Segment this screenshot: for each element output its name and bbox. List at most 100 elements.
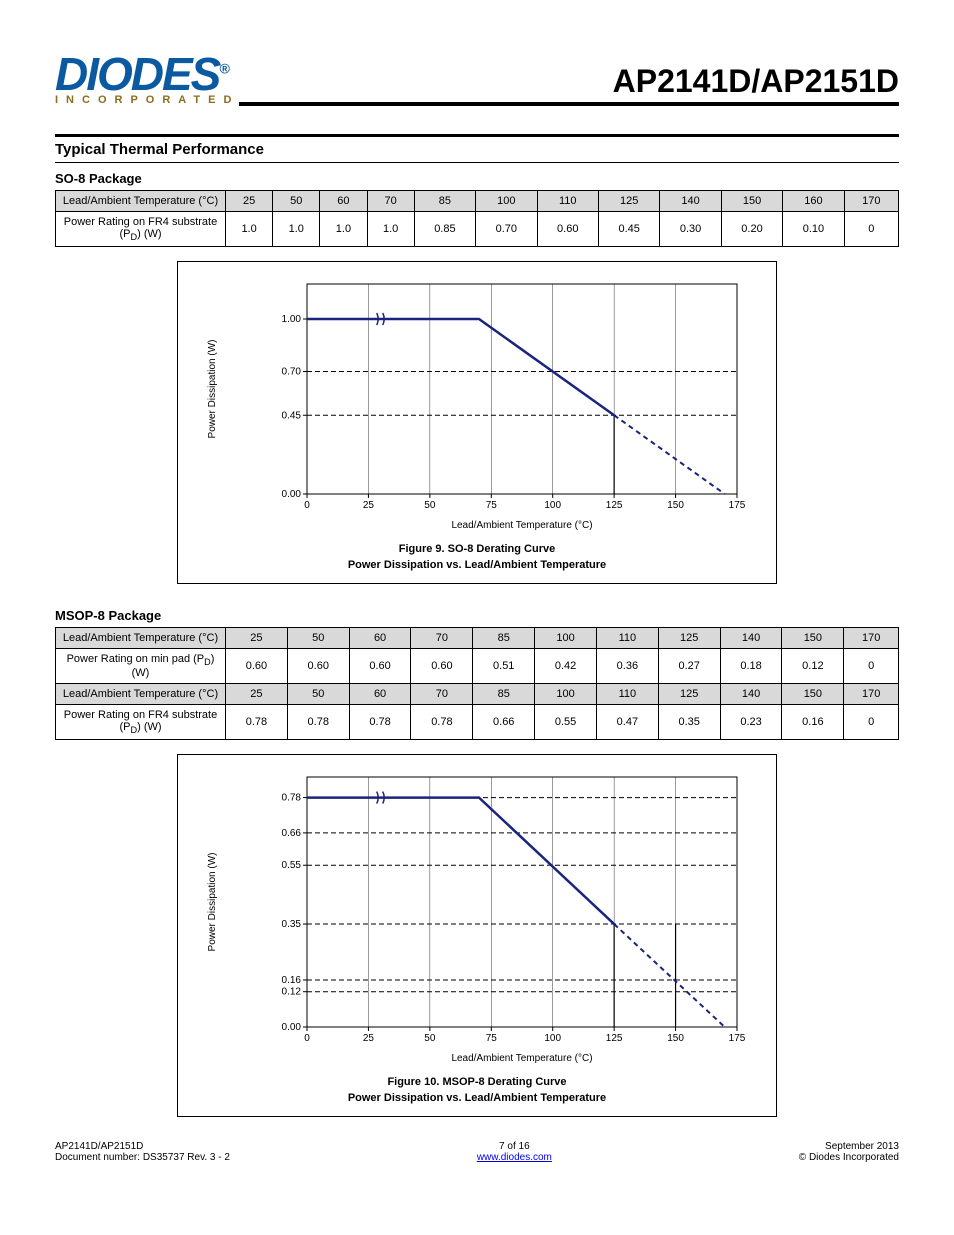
table-header-cell: 150 [782, 684, 844, 705]
table-cell: 0.16 [782, 705, 844, 740]
table-cell: 0.78 [226, 705, 288, 740]
table-header-cell: 110 [596, 684, 658, 705]
header-rule: AP2141D/AP2151D [239, 63, 899, 106]
table-cell: 0.66 [473, 705, 535, 740]
table-cell: Power Rating on min pad (PD) (W) [56, 649, 226, 684]
table-cell: 0 [844, 649, 899, 684]
table-header-cell: 125 [658, 628, 720, 649]
table-header-cell: 60 [320, 191, 367, 212]
svg-text:50: 50 [424, 1033, 436, 1044]
package-subtitle-so8: SO-8 Package [55, 171, 899, 186]
table-header-cell: 50 [287, 628, 349, 649]
derating-chart-so8: 02550751001251501750.000.450.701.00Lead/… [177, 261, 777, 584]
table-header-cell: Lead/Ambient Temperature (°C) [56, 628, 226, 649]
table-cell: 0.35 [658, 705, 720, 740]
svg-text:150: 150 [667, 500, 684, 511]
table-header-cell: 100 [535, 684, 597, 705]
svg-text:175: 175 [729, 500, 746, 511]
table-header-cell: 125 [598, 191, 659, 212]
svg-text:0: 0 [304, 1033, 310, 1044]
footer-center: 7 of 16 www.diodes.com [230, 1141, 799, 1163]
svg-text:0.00: 0.00 [282, 1022, 302, 1033]
footer-url-link[interactable]: www.diodes.com [477, 1152, 552, 1163]
table-header-cell: 50 [273, 191, 320, 212]
table-cell: 0.55 [535, 705, 597, 740]
table-header-cell: 140 [720, 628, 782, 649]
page-footer: AP2141D/AP2151D Document number: DS35737… [55, 1141, 899, 1163]
table-cell: 0.27 [658, 649, 720, 684]
table-cell: 0.78 [287, 705, 349, 740]
table-cell: 0.23 [720, 705, 782, 740]
svg-text:Power Dissipation (W): Power Dissipation (W) [207, 340, 218, 439]
table-header-cell: 25 [226, 684, 288, 705]
table-header-cell: 170 [844, 191, 898, 212]
table-cell: 0.42 [535, 649, 597, 684]
svg-text:25: 25 [363, 500, 375, 511]
table-cell: 0 [844, 705, 899, 740]
table-header-cell: 140 [720, 684, 782, 705]
svg-text:150: 150 [667, 1033, 684, 1044]
svg-text:0.12: 0.12 [282, 987, 302, 998]
table-cell: 0.47 [596, 705, 658, 740]
svg-text:0: 0 [304, 500, 310, 511]
table-cell: 1.0 [367, 212, 414, 247]
table-cell: Power Rating on FR4 substrate (PD) (W) [56, 212, 226, 247]
svg-text:0.66: 0.66 [282, 828, 302, 839]
table-header-cell: 50 [287, 684, 349, 705]
package-subtitle-msop8: MSOP-8 Package [55, 608, 899, 623]
svg-text:125: 125 [606, 1033, 623, 1044]
svg-text:0.45: 0.45 [282, 411, 302, 422]
document-header: DIODES® INCORPORATED AP2141D/AP2151D [55, 55, 899, 106]
table-header-cell: 60 [349, 628, 411, 649]
table-cell: 0.60 [411, 649, 473, 684]
table-cell: 0 [844, 212, 898, 247]
svg-text:100: 100 [544, 500, 561, 511]
table-cell: 1.0 [273, 212, 320, 247]
svg-text:0.35: 0.35 [282, 919, 302, 930]
svg-text:0.00: 0.00 [282, 489, 302, 500]
table-cell: 0.51 [473, 649, 535, 684]
table-cell: 1.0 [226, 212, 273, 247]
table-cell: 1.0 [320, 212, 367, 247]
table-cell: 0.60 [537, 212, 598, 247]
part-number: AP2141D/AP2151D [259, 63, 899, 100]
svg-text:25: 25 [363, 1033, 375, 1044]
table-cell: 0.70 [476, 212, 537, 247]
table-cell: 0.10 [783, 212, 844, 247]
table-cell: 0.60 [349, 649, 411, 684]
table-header-cell: 70 [367, 191, 414, 212]
company-logo: DIODES® INCORPORATED [55, 55, 239, 106]
chart-caption-so8: Figure 9. SO-8 Derating Curve Power Diss… [194, 542, 760, 573]
svg-text:75: 75 [486, 1033, 498, 1044]
svg-text:0.78: 0.78 [282, 793, 302, 804]
svg-text:Lead/Ambient Temperature (°C): Lead/Ambient Temperature (°C) [451, 1053, 592, 1064]
table-header-cell: 70 [411, 628, 473, 649]
table-cell: 0.60 [226, 649, 288, 684]
svg-text:0.70: 0.70 [282, 367, 302, 378]
table-cell: 0.18 [720, 649, 782, 684]
table-cell: 0.12 [782, 649, 844, 684]
table-header-cell: Lead/Ambient Temperature (°C) [56, 191, 226, 212]
footer-right: September 2013 © Diodes Incorporated [799, 1141, 899, 1163]
table-header-cell: 150 [721, 191, 782, 212]
table-header-cell: 85 [414, 191, 475, 212]
table-header-cell: 150 [782, 628, 844, 649]
logo-subtitle: INCORPORATED [55, 94, 239, 106]
svg-text:50: 50 [424, 500, 436, 511]
table-header-cell: 110 [537, 191, 598, 212]
svg-text:175: 175 [729, 1033, 746, 1044]
table-header-cell: 140 [660, 191, 721, 212]
svg-text:75: 75 [486, 500, 498, 511]
table-cell: 0.36 [596, 649, 658, 684]
derating-chart-msop8: 02550751001251501750.000.120.160.350.550… [177, 754, 777, 1117]
footer-left: AP2141D/AP2151D Document number: DS35737… [55, 1141, 230, 1163]
table-header-cell: 170 [844, 628, 899, 649]
svg-text:1.00: 1.00 [282, 314, 302, 325]
table-header-cell: 100 [476, 191, 537, 212]
svg-text:Power Dissipation (W): Power Dissipation (W) [207, 853, 218, 952]
table-header-cell: 125 [658, 684, 720, 705]
table-header-cell: Lead/Ambient Temperature (°C) [56, 684, 226, 705]
table-cell: Power Rating on FR4 substrate (PD) (W) [56, 705, 226, 740]
svg-text:0.16: 0.16 [282, 975, 302, 986]
derating-table-so8: Lead/Ambient Temperature (°C)25506070851… [55, 190, 899, 247]
